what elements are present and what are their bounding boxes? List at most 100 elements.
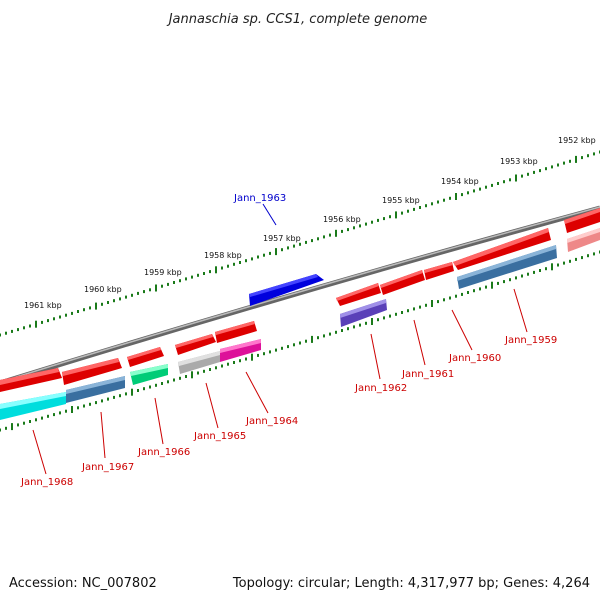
minor-tick bbox=[143, 290, 145, 294]
minor-tick bbox=[461, 193, 463, 197]
minor-tick bbox=[47, 414, 49, 418]
major-tick bbox=[215, 266, 217, 274]
minor-tick bbox=[155, 383, 157, 387]
gene-jann-1959[interactable] bbox=[457, 245, 557, 289]
scale-label: 1956 kbp bbox=[323, 215, 361, 224]
genome-backbone-highlight bbox=[0, 206, 600, 383]
gene-jann-1966[interactable] bbox=[130, 364, 168, 385]
minor-tick bbox=[413, 307, 415, 311]
minor-tick bbox=[251, 257, 253, 261]
minor-tick bbox=[113, 299, 115, 303]
major-tick bbox=[371, 318, 373, 325]
minor-tick bbox=[449, 296, 451, 300]
gene-partial-right[interactable] bbox=[567, 228, 600, 252]
minor-tick bbox=[197, 371, 199, 375]
gene-label-jann-1959[interactable]: Jann_1959 bbox=[504, 335, 557, 346]
minor-tick bbox=[569, 259, 571, 263]
minor-tick bbox=[257, 353, 259, 357]
minor-tick bbox=[185, 375, 187, 378]
minor-tick bbox=[119, 297, 121, 301]
minor-tick bbox=[215, 366, 217, 370]
minor-tick bbox=[431, 202, 433, 206]
minor-tick bbox=[425, 204, 427, 208]
gene-label-jann-1966[interactable]: Jann_1966 bbox=[137, 447, 190, 458]
major-tick bbox=[95, 302, 97, 310]
minor-tick bbox=[239, 359, 241, 363]
gene-jann-1968[interactable] bbox=[0, 392, 66, 420]
minor-tick bbox=[77, 406, 79, 410]
minor-tick bbox=[167, 380, 169, 384]
scale-label: 1960 kbp bbox=[84, 285, 122, 294]
minor-tick bbox=[263, 352, 265, 356]
minor-tick bbox=[461, 292, 463, 296]
minor-tick bbox=[401, 311, 403, 314]
minor-tick bbox=[245, 357, 247, 361]
minor-tick bbox=[575, 257, 577, 261]
minor-tick bbox=[305, 339, 307, 343]
minor-tick bbox=[41, 320, 43, 324]
minor-tick bbox=[179, 279, 181, 283]
minor-tick bbox=[119, 394, 121, 398]
minor-tick bbox=[539, 169, 541, 173]
minor-tick bbox=[359, 224, 361, 228]
minor-tick bbox=[509, 278, 511, 282]
minor-tick bbox=[143, 387, 145, 391]
genome-backbone bbox=[0, 205, 600, 386]
minor-tick bbox=[107, 397, 109, 401]
scale-label: 1958 kbp bbox=[204, 251, 242, 260]
minor-tick bbox=[299, 242, 301, 246]
gene-label-jann-1960[interactable]: Jann_1960 bbox=[448, 353, 501, 364]
major-tick bbox=[11, 423, 13, 431]
minor-tick bbox=[173, 378, 175, 382]
gene-jann-1962[interactable] bbox=[340, 299, 387, 327]
minor-tick bbox=[503, 280, 505, 284]
map-title: Jannaschia sp. CCS1, complete genome bbox=[166, 12, 428, 27]
minor-tick bbox=[593, 252, 595, 256]
minor-tick bbox=[269, 251, 271, 255]
minor-tick bbox=[161, 382, 163, 385]
minor-tick bbox=[269, 350, 271, 354]
minor-tick bbox=[527, 172, 529, 176]
minor-tick bbox=[545, 167, 547, 171]
gene-jann-1965[interactable] bbox=[178, 351, 220, 374]
gene-label-jann-1962[interactable]: Jann_1962 bbox=[354, 383, 407, 394]
minor-tick bbox=[485, 185, 487, 189]
minor-tick bbox=[305, 240, 307, 244]
minor-tick bbox=[437, 300, 439, 304]
minor-tick bbox=[311, 239, 313, 243]
minor-tick bbox=[209, 368, 211, 371]
gene-jann-1964[interactable] bbox=[220, 339, 261, 362]
minor-tick bbox=[23, 326, 25, 330]
minor-tick bbox=[233, 262, 235, 266]
gene-jann-1963[interactable] bbox=[249, 274, 324, 306]
minor-tick bbox=[83, 308, 85, 312]
minor-tick bbox=[419, 305, 421, 309]
gene-label-jann-1965[interactable]: Jann_1965 bbox=[193, 431, 246, 442]
gene-jann-1967[interactable] bbox=[66, 376, 125, 403]
scale-label: 1952 kbp bbox=[558, 136, 596, 145]
minor-tick bbox=[365, 321, 367, 325]
minor-tick bbox=[329, 233, 331, 237]
gene-label-jann-1964[interactable]: Jann_1964 bbox=[245, 416, 298, 427]
minor-tick bbox=[425, 303, 427, 307]
gene-label-jann-1963[interactable]: Jann_1963 bbox=[233, 193, 286, 204]
minor-tick bbox=[23, 421, 25, 425]
minor-tick bbox=[17, 423, 19, 427]
major-tick bbox=[131, 388, 133, 396]
minor-tick bbox=[539, 269, 541, 272]
minor-tick bbox=[557, 263, 559, 267]
major-tick bbox=[155, 284, 157, 292]
minor-tick bbox=[209, 270, 211, 274]
major-tick bbox=[71, 406, 73, 413]
minor-tick bbox=[35, 418, 37, 422]
minor-tick bbox=[569, 159, 571, 163]
gene-label-jann-1961[interactable]: Jann_1961 bbox=[401, 369, 454, 380]
minor-tick bbox=[521, 174, 523, 178]
minor-tick bbox=[353, 226, 355, 230]
gene-label-jann-1968[interactable]: Jann_1968 bbox=[20, 477, 73, 488]
minor-tick bbox=[29, 324, 31, 328]
scale-label: 1953 kbp bbox=[500, 157, 538, 166]
gene-label-jann-1967[interactable]: Jann_1967 bbox=[81, 462, 134, 473]
minor-tick bbox=[317, 336, 319, 340]
